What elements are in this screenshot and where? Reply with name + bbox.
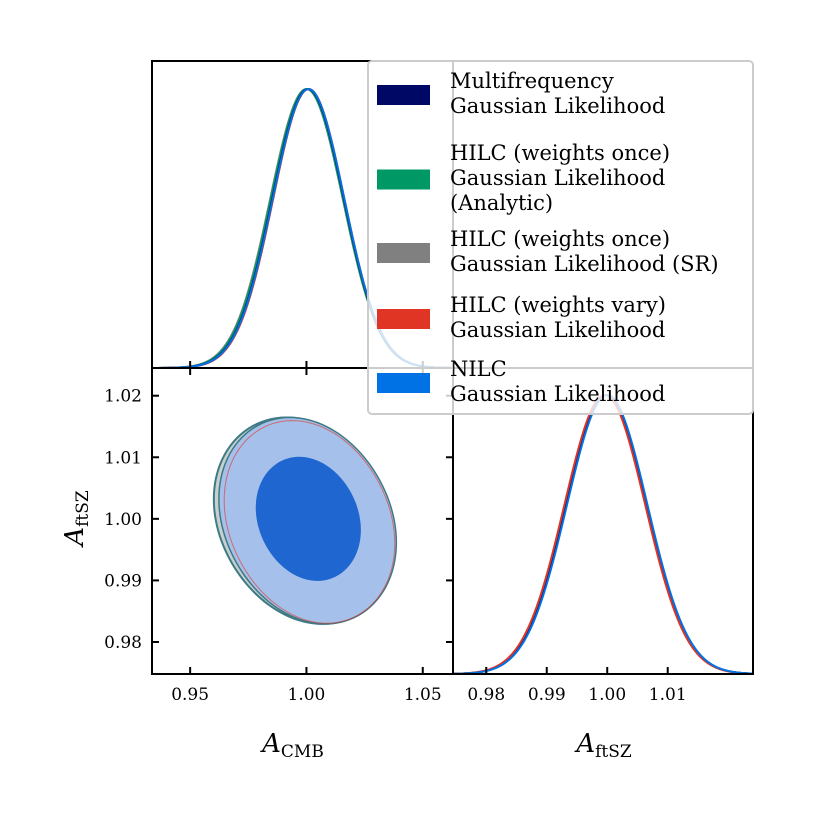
legend-swatch-1: [377, 169, 430, 190]
xtick-label-acmb-2: 1.05: [404, 685, 442, 705]
ytick-label-aftsz-0: 0.98: [104, 633, 142, 653]
curve-nilc-gaussian-likelihood: [452, 394, 754, 675]
legend-swatch-4: [377, 373, 430, 393]
legend-entry-1: HILC (weights once)Gaussian Likelihood(A…: [377, 141, 670, 215]
aftsz-1d-ticks: [485, 667, 669, 674]
legend-label-0-1: Gaussian Likelihood: [450, 94, 665, 118]
aftsz-tick-labels: 0.98 0.99 1.00 1.01 1.02: [104, 387, 142, 653]
panel-1d-aftsz: 0.98 0.99 1.00 1.01 AftSZ: [452, 367, 754, 762]
legend-frame: [367, 60, 754, 415]
panel-2d-acmb-aftsz: 0.95 1.00 1.05 0.98 0.99 1.00 1.01 1.02 ACMB A…: [60, 367, 454, 762]
curve-hilc-weights-once-gaussian-likelihood-analytic: [452, 394, 754, 675]
legend-label-3-1: Gaussian Likelihood: [450, 318, 665, 342]
ytick-label-aftsz-4: 1.02: [104, 387, 142, 407]
contour-68: [255, 456, 361, 581]
legend-label-2-0: HILC (weights once): [450, 227, 670, 251]
contours: [212, 416, 398, 625]
legend-label-1-0: HILC (weights once): [450, 141, 670, 165]
aftsz-1d-curves: [452, 394, 754, 675]
xtick-label-acmb-0: 0.95: [171, 685, 209, 705]
legend-entry-3: HILC (weights vary)Gaussian Likelihood: [377, 293, 666, 342]
legend-swatch-2: [377, 243, 430, 263]
legend-label-1-2: (Analytic): [450, 191, 553, 215]
curve-multifrequency-gaussian-likelihood: [452, 394, 754, 675]
xlabel-acmb: ACMB: [260, 729, 324, 762]
curve-hilc-weights-once-gaussian-likelihood-sr: [452, 394, 754, 675]
legend-label-4-0: NILC: [450, 357, 507, 381]
curve-hilc-weights-vary-gaussian-likelihood: [452, 394, 754, 675]
xtick-label-aftsz-2: 1.00: [588, 685, 626, 705]
legend-label-4-1: Gaussian Likelihood: [450, 382, 665, 406]
xtick-label-aftsz-0: 0.98: [467, 685, 505, 705]
xtick-label-acmb-1: 1.00: [288, 685, 326, 705]
ytick-label-aftsz-3: 1.01: [104, 448, 142, 468]
legend-label-2-1: Gaussian Likelihood (SR): [450, 252, 719, 276]
acmb-tick-labels: 0.95 1.00 1.05: [171, 685, 441, 705]
legend-swatch-3: [377, 309, 430, 329]
contour-95-hilc-vary: [223, 420, 396, 624]
legend-swatch-0: [377, 85, 430, 105]
ytick-label-aftsz-1: 0.99: [104, 571, 142, 591]
ylabel-aftsz: AftSZ: [60, 490, 93, 548]
xlabel-aftsz: AftSZ: [574, 729, 632, 762]
legend-label-3-0: HILC (weights vary): [450, 293, 666, 317]
2d-ticks: [152, 394, 453, 674]
xtick-label-aftsz-3: 1.01: [649, 685, 687, 705]
ytick-label-aftsz-2: 1.00: [104, 510, 142, 530]
aftsz-1d-tick-labels: 0.98 0.99 1.00 1.01: [467, 685, 686, 705]
legend-entry-2: HILC (weights once)Gaussian Likelihood (…: [377, 227, 719, 276]
legend-label-1-1: Gaussian Likelihood: [450, 166, 665, 190]
xtick-label-aftsz-1: 0.99: [528, 685, 566, 705]
legend-label-0-0: Multifrequency: [450, 69, 614, 93]
